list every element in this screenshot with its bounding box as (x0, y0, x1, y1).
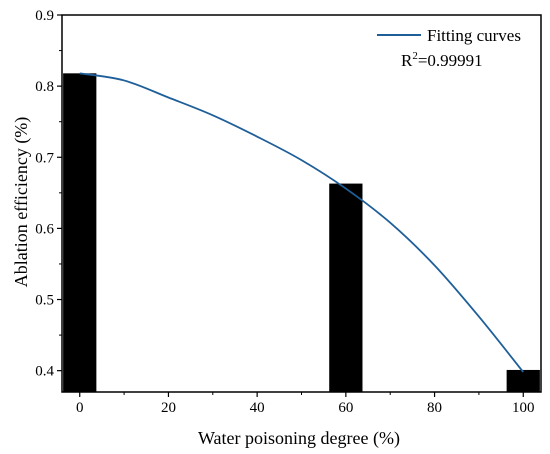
x-tick-label-20: 20 (161, 400, 176, 416)
legend-label: Fitting curves (427, 26, 521, 45)
plot-frame (61, 14, 542, 393)
r-squared-superscript: 2 (412, 50, 418, 62)
ticks-layer: 0 20 40 60 80 100 0.4 0.5 0.6 0.7 0.8 0.9 (35, 8, 534, 416)
y-tick-label-0.8: 0.8 (35, 79, 54, 95)
y-tick-label-0.4: 0.4 (35, 364, 54, 380)
bars-layer (63, 73, 540, 392)
bar-100 (506, 369, 540, 392)
legend: Fitting curves R2=0.99991 (377, 26, 521, 70)
x-tick-label-0: 0 (76, 400, 84, 416)
y-tick-label-0.5: 0.5 (35, 293, 54, 309)
x-tick-label-40: 40 (250, 400, 265, 416)
y-axis-title: Ablation efficiency (%) (11, 117, 32, 288)
x-tick-label-60: 60 (338, 400, 353, 416)
r-squared-label: R2=0.99991 (401, 50, 483, 70)
y-tick-label-0.7: 0.7 (35, 150, 54, 166)
x-tick-label-100: 100 (512, 400, 535, 416)
r-squared-value: =0.99991 (418, 51, 483, 70)
x-tick-label-80: 80 (427, 400, 442, 416)
fitting-curve-line (79, 72, 524, 373)
curve-layer (79, 72, 524, 373)
y-tick-label-0.6: 0.6 (35, 221, 54, 237)
bar-0 (63, 73, 97, 392)
bar-60 (329, 183, 363, 392)
r-squared-base: R (401, 51, 413, 70)
x-axis-title: Water poisoning degree (%) (198, 428, 400, 449)
y-tick-label-0.9: 0.9 (35, 8, 54, 24)
